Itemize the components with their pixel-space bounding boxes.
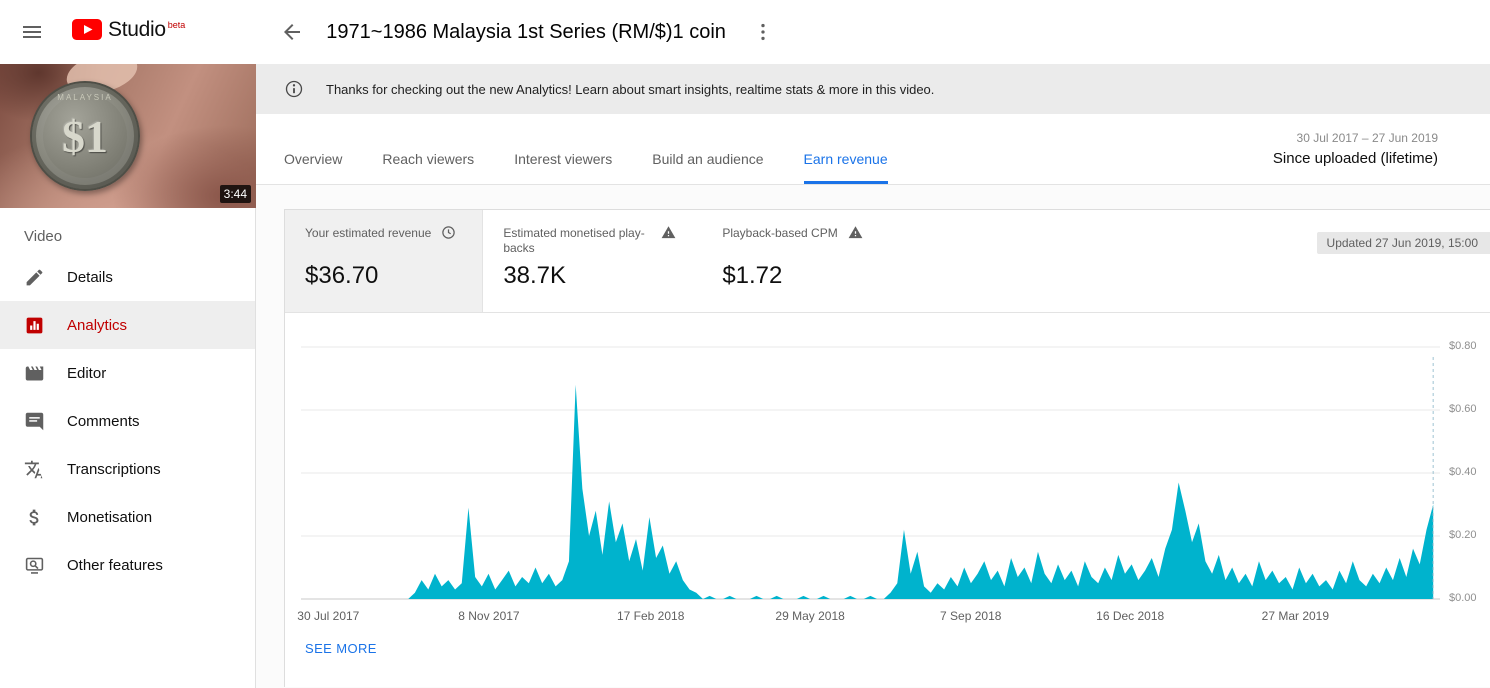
metric-label: Estimated monetised play-backs bbox=[503, 226, 645, 255]
date-range-preset[interactable]: Since uploaded (lifetime) bbox=[1272, 150, 1438, 167]
warning-icon bbox=[661, 225, 676, 240]
y-axis-label: $0.60 bbox=[1449, 403, 1477, 415]
sidebar-item-comments[interactable]: Comments bbox=[0, 397, 255, 445]
sidebar-item-editor[interactable]: Editor bbox=[0, 349, 255, 397]
metric-value: 38.7K bbox=[503, 262, 567, 289]
y-axis-label: $0.80 bbox=[1449, 340, 1477, 352]
sidebar-nav: Details Analytics Editor Comments bbox=[0, 253, 255, 589]
see-more-link[interactable]: SEE MORE bbox=[305, 641, 377, 656]
coin-value-text: $1 bbox=[62, 110, 108, 162]
dollar-icon bbox=[24, 507, 45, 528]
analytics-card: Your estimated revenue $36.70 Estimated … bbox=[284, 209, 1490, 687]
y-axis: $0.80 $0.60 $0.40 $0.20 $0.00 bbox=[1440, 333, 1490, 604]
sidebar-item-label: Monetisation bbox=[67, 508, 153, 526]
revenue-area-chart[interactable] bbox=[301, 333, 1440, 600]
clock-icon bbox=[441, 225, 456, 240]
tab-reach-viewers[interactable]: Reach viewers bbox=[382, 151, 475, 167]
x-axis-label: 29 May 2018 bbox=[775, 609, 845, 623]
x-axis-label: 27 Mar 2019 bbox=[1261, 609, 1330, 623]
updated-badge: Updated 27 Jun 2019, 15:00 bbox=[1316, 232, 1490, 254]
kebab-menu-icon[interactable] bbox=[752, 21, 774, 43]
analytics-icon bbox=[24, 315, 45, 336]
sidebar-item-label: Analytics bbox=[67, 316, 128, 334]
revenue-chart[interactable]: $0.80 $0.60 $0.40 $0.20 $0.00 30 Jul 2017 8 N… bbox=[297, 333, 1476, 627]
metric-label: Playback-based CPM bbox=[722, 226, 838, 240]
date-range-block: 30 Jul 2017 – 27 Jun 2019 Since uploaded… bbox=[1273, 131, 1438, 167]
tab-earn-revenue[interactable]: Earn revenue bbox=[803, 151, 888, 184]
info-icon bbox=[284, 79, 304, 99]
topbar: Studio beta 1971~1986 Malaysia 1st Serie… bbox=[0, 0, 1490, 64]
tab-overview[interactable]: Overview bbox=[284, 151, 343, 167]
sidebar-section-label: Video bbox=[24, 228, 63, 245]
banner-text: Thanks for checking out the new Analytic… bbox=[326, 81, 935, 97]
y-axis-label: $0.40 bbox=[1449, 466, 1477, 478]
translate-icon bbox=[24, 459, 45, 480]
menu-icon[interactable] bbox=[20, 20, 44, 44]
sidebar-item-monetisation[interactable]: Monetisation bbox=[0, 493, 255, 541]
main-content: Thanks for checking out the new Analytic… bbox=[256, 64, 1490, 688]
page-title: 1971~1986 Malaysia 1st Series (RM/$)1 co… bbox=[326, 20, 726, 43]
x-axis-label: 8 Nov 2017 bbox=[458, 609, 520, 623]
sidebar-item-label: Transcriptions bbox=[67, 460, 161, 478]
editor-icon bbox=[24, 363, 45, 384]
beta-tag: beta bbox=[167, 20, 186, 30]
metric-label: Your estimated revenue bbox=[305, 226, 432, 240]
comments-icon bbox=[24, 411, 45, 432]
coin-ring-text: MALAYSIA bbox=[57, 93, 113, 102]
metric-estimated-revenue[interactable]: Your estimated revenue $36.70 bbox=[285, 210, 484, 312]
other-features-icon bbox=[24, 555, 45, 576]
x-axis-label: 16 Dec 2018 bbox=[1096, 609, 1165, 623]
metric-monetised-playbacks[interactable]: Estimated monetised play-backs 38.7K bbox=[483, 210, 702, 312]
sidebar-item-transcriptions[interactable]: Transcriptions bbox=[0, 445, 255, 493]
analytics-tabs: Overview Reach viewers Interest viewers … bbox=[284, 114, 888, 184]
sidebar-item-details[interactable]: Details bbox=[0, 253, 255, 301]
y-axis-label: $0.00 bbox=[1449, 592, 1477, 604]
date-range-text: 30 Jul 2017 – 27 Jun 2019 bbox=[1296, 131, 1438, 145]
y-axis-label: $0.20 bbox=[1449, 529, 1477, 541]
sidebar-item-analytics[interactable]: Analytics bbox=[0, 301, 255, 349]
x-axis-label: 30 Jul 2017 bbox=[297, 609, 360, 623]
app-name: Studio bbox=[108, 18, 166, 41]
x-axis-label: 17 Feb 2018 bbox=[616, 609, 685, 623]
studio-logo[interactable]: Studio beta bbox=[72, 19, 185, 45]
content-area: Your estimated revenue $36.70 Estimated … bbox=[256, 185, 1490, 688]
sidebar: MALAYSIA $1 3:44 Video Details Analytics bbox=[0, 64, 256, 688]
pencil-icon bbox=[24, 267, 45, 288]
tab-interest-viewers[interactable]: Interest viewers bbox=[514, 151, 613, 167]
metric-playback-cpm[interactable]: Playback-based CPM $1.72 bbox=[702, 210, 888, 312]
coin-image: MALAYSIA $1 bbox=[30, 81, 140, 191]
youtube-play-icon bbox=[72, 19, 102, 45]
tab-build-an-audience[interactable]: Build an audience bbox=[652, 151, 764, 167]
video-thumbnail[interactable]: MALAYSIA $1 3:44 bbox=[0, 64, 256, 208]
metric-value: $1.72 bbox=[722, 262, 783, 289]
warning-icon bbox=[848, 225, 863, 240]
sidebar-item-label: Details bbox=[67, 268, 113, 286]
sidebar-item-label: Other features bbox=[67, 556, 163, 574]
sidebar-item-label: Editor bbox=[67, 364, 107, 382]
info-banner: Thanks for checking out the new Analytic… bbox=[256, 64, 1490, 114]
revenue-area-series[interactable] bbox=[301, 384, 1434, 599]
metric-row: Your estimated revenue $36.70 Estimated … bbox=[285, 210, 1490, 313]
analytics-tabs-row: Overview Reach viewers Interest viewers … bbox=[256, 114, 1490, 185]
sidebar-item-label: Comments bbox=[67, 412, 140, 430]
video-duration-badge: 3:44 bbox=[219, 185, 251, 203]
sidebar-item-other-features[interactable]: Other features bbox=[0, 541, 255, 589]
back-arrow-icon[interactable] bbox=[280, 20, 304, 44]
x-axis: 30 Jul 2017 8 Nov 2017 17 Feb 2018 29 May 2… bbox=[297, 605, 1440, 627]
x-axis-label: 7 Sep 2018 bbox=[940, 609, 1002, 623]
metric-value: $36.70 bbox=[305, 262, 379, 289]
